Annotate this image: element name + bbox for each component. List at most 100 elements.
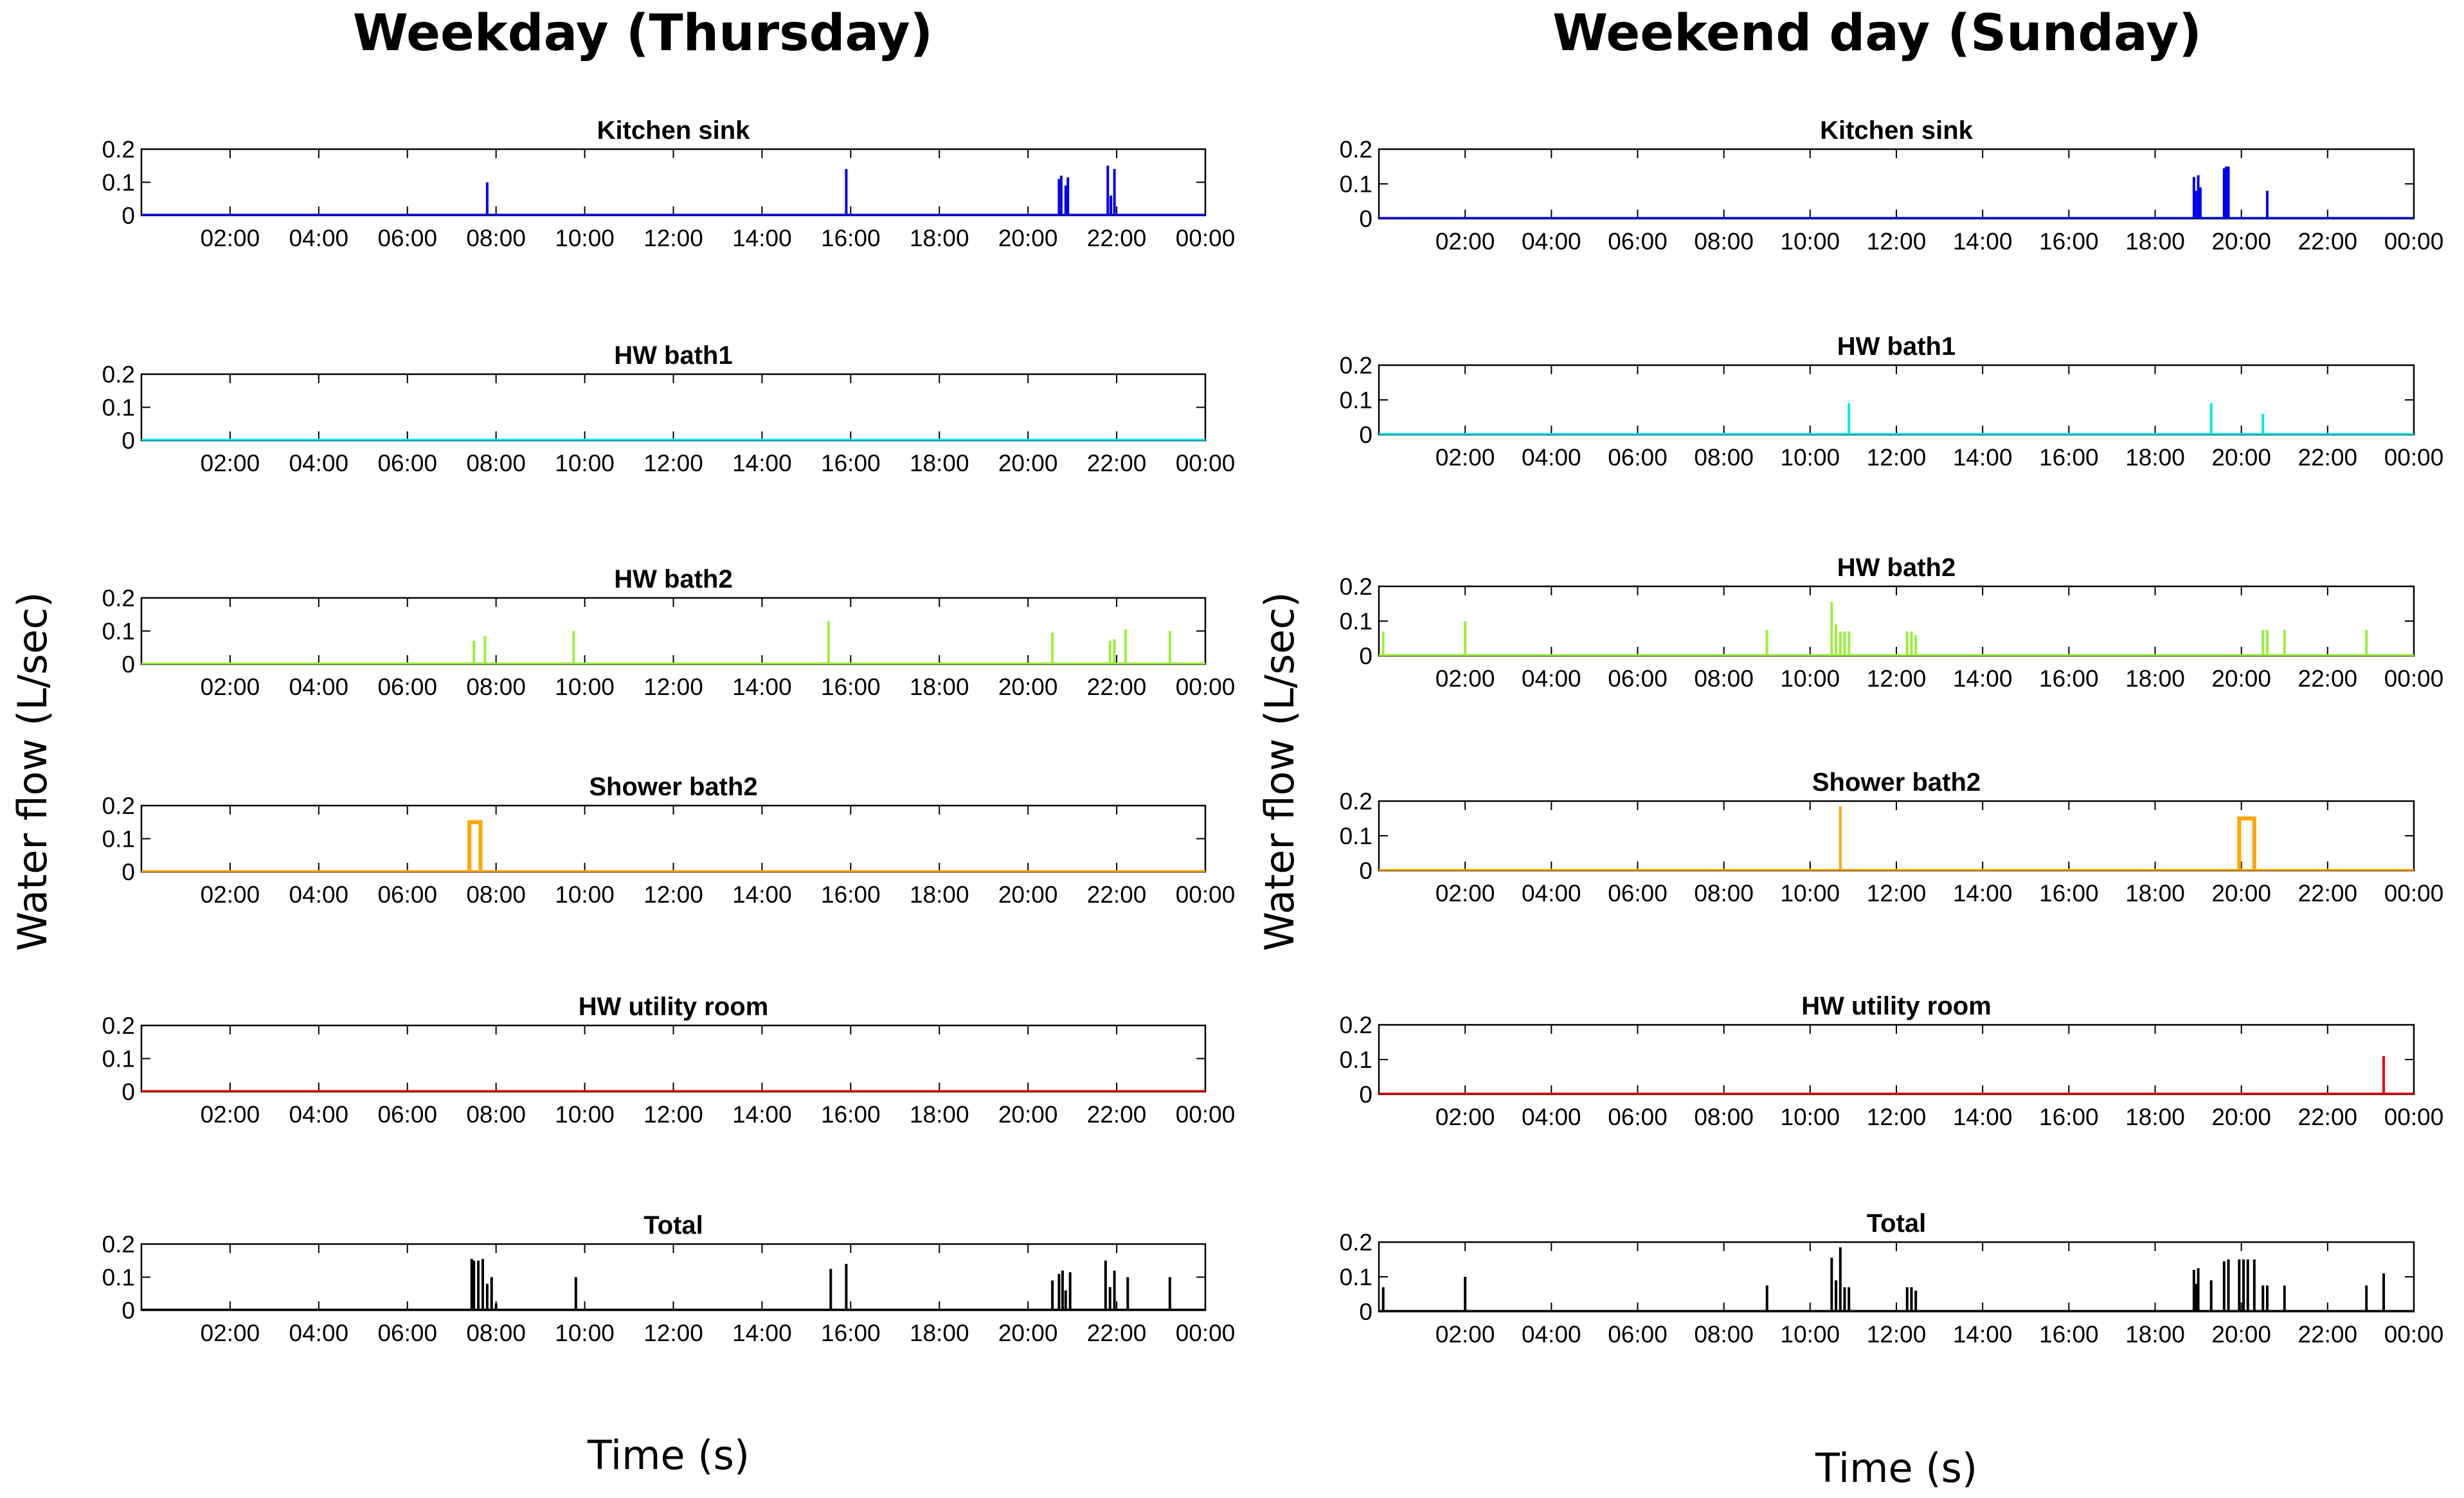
x-tick-label: 02:00 [1435, 1321, 1495, 1348]
plot-frame [140, 597, 1207, 665]
x-tick-label: 18:00 [910, 881, 969, 908]
y-tick-label: 0.1 [102, 618, 135, 645]
x-tick-label: 04:00 [1522, 880, 1581, 907]
x-tick-label: 22:00 [1087, 1320, 1147, 1346]
x-tick-label: 10:00 [1781, 444, 1840, 471]
panel-title: HW bath1 [614, 341, 732, 370]
x-tick-label: 12:00 [643, 881, 703, 908]
x-tick-label: 18:00 [910, 1320, 969, 1346]
weekend-x-axis-label: Time (s) [1815, 1445, 1977, 1492]
x-tick-label: 00:00 [1176, 674, 1236, 700]
x-tick-label: 02:00 [201, 881, 260, 908]
x-tick-label: 00:00 [2384, 665, 2444, 692]
x-tick-label: 22:00 [1087, 225, 1147, 251]
x-tick-label: 08:00 [466, 881, 526, 908]
x-tick-label: 10:00 [555, 225, 615, 251]
y-tick-label: 0 [121, 1079, 135, 1105]
x-tick-label: 18:00 [2125, 665, 2185, 692]
x-tick-label: 18:00 [2125, 1104, 2185, 1130]
x-tick-label: 02:00 [201, 1320, 260, 1346]
y-tick-label: 0.2 [1340, 788, 1372, 815]
x-tick-label: 04:00 [1522, 1104, 1581, 1130]
panel-title: Total [1867, 1209, 1927, 1238]
x-tick-label: 20:00 [2211, 880, 2271, 907]
x-tick-label: 22:00 [1087, 450, 1147, 476]
panel-title: HW bath2 [614, 565, 732, 593]
x-tick-label: 04:00 [1522, 228, 1581, 255]
x-tick-label: 04:00 [289, 674, 349, 700]
x-tick-label: 08:00 [1694, 1321, 1754, 1348]
x-tick-label: 00:00 [2384, 880, 2444, 907]
x-tick-label: 14:00 [732, 450, 792, 476]
x-tick-label: 14:00 [732, 1320, 792, 1346]
flow-block [2237, 817, 2256, 871]
weekend-hw-bath1-panel: HW bath1 0 0.1 0.2 02:00 04:00 06:00 08:00 10:00… [1340, 332, 2444, 471]
plot-frame [1378, 585, 2415, 657]
x-tick-label: 12:00 [643, 225, 703, 251]
y-tick-label: 0.2 [102, 1013, 135, 1039]
y-tick-label: 0 [121, 428, 135, 454]
x-tick-label: 04:00 [1522, 444, 1581, 471]
x-tick-label: 00:00 [2384, 1321, 2444, 1348]
plot-frame [140, 148, 1207, 217]
weekday-shower-bath2-panel: Shower bath2 0 0.1 0.2 02:00 04:00 06:00 08:00 1… [102, 773, 1236, 908]
y-tick-label: 0.2 [1340, 1012, 1372, 1038]
x-tick-label: 08:00 [466, 674, 526, 700]
weekday-hw-bath2-panel: HW bath2 0 0.1 0.2 02:00 04:00 06:00 08:00 10:00… [102, 565, 1236, 700]
y-tick-label: 0 [121, 859, 135, 885]
x-tick-label: 18:00 [910, 450, 969, 476]
x-tick-label: 20:00 [998, 450, 1058, 476]
x-tick-label: 00:00 [2384, 228, 2444, 255]
x-tick-label: 06:00 [1608, 880, 1668, 907]
x-tick-label: 22:00 [2298, 1104, 2358, 1130]
weekday-hw-utility-room-panel: HW utility room 0 0.1 0.2 02:00 04:00 06:00 08:… [102, 993, 1236, 1128]
x-tick-label: 06:00 [1608, 1104, 1668, 1130]
y-tick-label: 0.2 [1340, 573, 1372, 600]
y-tick-label: 0.2 [102, 361, 135, 388]
x-tick-label: 12:00 [643, 1101, 703, 1128]
x-tick-label: 20:00 [998, 225, 1058, 251]
y-tick-label: 0 [121, 203, 135, 229]
x-tick-label: 02:00 [201, 1101, 260, 1128]
x-tick-label: 16:00 [2039, 880, 2099, 907]
y-tick-label: 0.1 [1340, 1047, 1372, 1073]
y-tick-label: 0.2 [102, 585, 135, 611]
x-tick-label: 04:00 [289, 881, 349, 908]
x-tick-label: 20:00 [998, 881, 1058, 908]
x-tick-label: 14:00 [1953, 1104, 2013, 1130]
y-tick-label: 0.2 [1340, 1229, 1372, 1256]
panel-title: HW bath1 [1837, 332, 1956, 361]
x-tick-label: 14:00 [1953, 1321, 2013, 1348]
x-tick-label: 20:00 [2211, 665, 2271, 692]
x-tick-label: 14:00 [732, 225, 792, 251]
x-tick-label: 20:00 [2211, 1321, 2271, 1348]
weekend-kitchen-sink-panel: Kitchen sink 0 0.1 0.2 02:00 04:00 06:00 08:00 1… [1340, 116, 2444, 255]
x-tick-label: 18:00 [910, 225, 969, 251]
weekday-column-title: Weekday (Thursday) [353, 5, 933, 62]
weekend-y-axis-label: Water flow (L/sec) [1256, 592, 1303, 952]
y-tick-label: 0.1 [102, 170, 135, 196]
x-tick-label: 18:00 [910, 1101, 969, 1128]
y-tick-label: 0 [121, 1297, 135, 1324]
y-tick-label: 0.2 [1340, 352, 1372, 379]
x-tick-label: 12:00 [1867, 665, 1927, 692]
x-tick-label: 22:00 [1087, 1101, 1147, 1128]
plot-frame [140, 804, 1207, 873]
panel-title: Kitchen sink [1820, 116, 1974, 145]
x-tick-label: 18:00 [2125, 228, 2185, 255]
x-tick-label: 08:00 [1694, 1104, 1754, 1130]
x-tick-label: 14:00 [1953, 665, 2013, 692]
x-tick-label: 18:00 [910, 674, 969, 700]
weekday-hw-bath1-panel: HW bath1 0 0.1 0.2 02:00 04:00 06:00 08:00 10:00… [102, 341, 1236, 476]
y-tick-label: 0.2 [102, 136, 135, 163]
x-tick-label: 00:00 [1176, 225, 1236, 251]
x-tick-label: 00:00 [2384, 1104, 2444, 1130]
x-tick-label: 12:00 [1867, 228, 1927, 255]
x-tick-label: 22:00 [2298, 880, 2358, 907]
x-tick-label: 22:00 [2298, 1321, 2358, 1348]
panel-title: Shower bath2 [589, 773, 757, 801]
x-tick-label: 08:00 [1694, 880, 1754, 907]
y-tick-label: 0 [1359, 1081, 1372, 1108]
panel-title: HW utility room [1801, 992, 1992, 1020]
x-tick-label: 16:00 [821, 225, 881, 251]
